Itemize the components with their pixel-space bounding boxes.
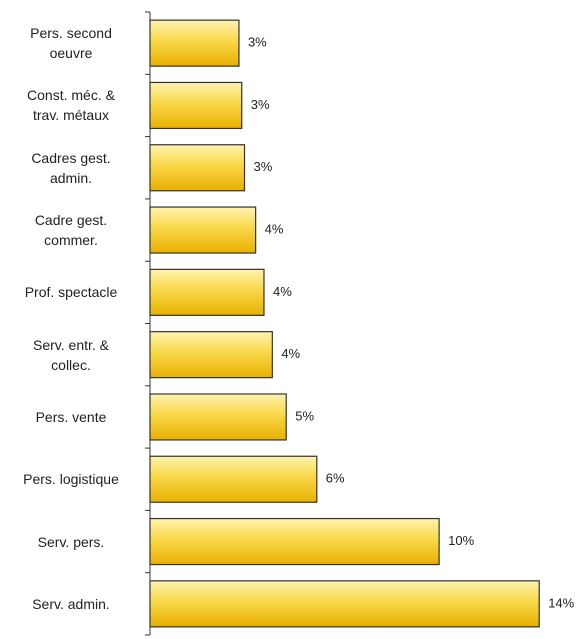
bar [149, 331, 273, 379]
value-label: 4% [273, 284, 292, 299]
bar [149, 580, 540, 628]
y-tick-label: Prof. spectacle [24, 284, 118, 301]
y-tick-label: Cadre gest. commer. [34, 212, 108, 249]
value-label: 6% [326, 471, 345, 486]
bar [149, 517, 440, 566]
y-tick-label: Cadres gest. admin. [31, 149, 111, 186]
y-tick-label: Pers. logistique [23, 471, 119, 488]
value-label: 3% [251, 97, 270, 112]
bar [149, 19, 240, 67]
value-label: 4% [281, 346, 300, 361]
bar [149, 206, 257, 254]
value-label: 3% [248, 35, 267, 50]
y-tick-label: Pers. vente [35, 408, 107, 425]
value-label: 5% [295, 408, 314, 423]
bar [149, 268, 265, 316]
y-tick-label: Serv. pers. [37, 533, 105, 550]
value-label: 10% [448, 533, 474, 548]
y-tick-label: Const. méc. & trav. métaux [27, 87, 115, 124]
y-tick-label: Serv. admin. [32, 595, 110, 612]
value-label: 14% [548, 595, 574, 610]
bar [149, 393, 287, 441]
value-label: 3% [254, 159, 273, 174]
bar [149, 455, 318, 503]
y-tick-label: Serv. entr. & collec. [33, 336, 109, 373]
bar [149, 81, 243, 130]
bar [149, 144, 246, 192]
value-label: 4% [265, 221, 284, 236]
y-tick-label: Pers. second oeuvre [30, 25, 112, 62]
